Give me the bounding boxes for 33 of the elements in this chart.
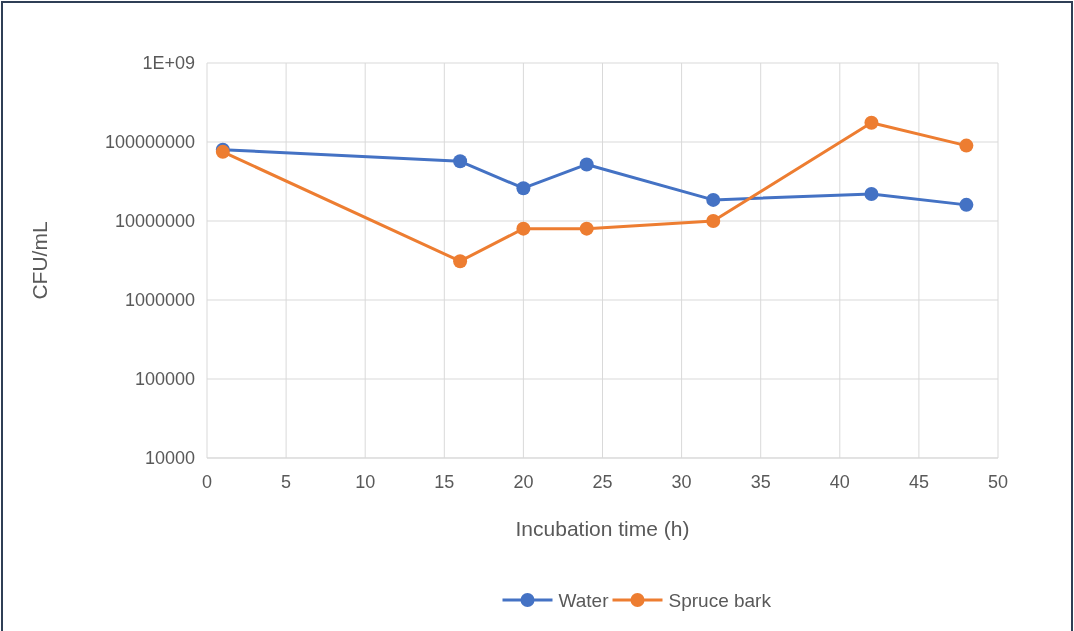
x-tick-label: 35 [750,472,771,492]
x-tick-label: 45 [908,472,929,492]
point [579,221,594,236]
point [959,138,974,153]
point [959,197,974,212]
x-tick-label: 0 [201,472,213,492]
y-tick-label: 10000000 [114,211,195,232]
x-tick-label: 25 [592,472,613,492]
y-tick-label: 100000 [134,369,195,390]
x-tick-label: 50 [987,472,1009,492]
point [864,115,879,130]
point [516,181,531,196]
point [453,154,468,169]
y-tick-label: 10000 [144,448,195,469]
x-tick-label: 10 [355,472,376,492]
point [706,214,721,228]
y-axis-title: CFU/mL [28,221,51,300]
y-tick-label: 1E+09 [142,53,195,74]
y-tick-label: 100000000 [104,132,195,153]
x-tick-label: 40 [829,472,850,492]
x-tick-label: 30 [671,472,692,492]
x-tick-label: 15 [434,472,455,492]
legend-label: Water [558,589,610,611]
legend-label: Spruce bark [668,589,772,611]
point [516,221,531,236]
x-tick-label: 20 [513,472,534,492]
point [706,192,721,207]
point [453,254,468,269]
point [579,157,594,172]
y-tick-label: 1000000 [124,290,195,311]
x-axis-title: Incubation time (h) [515,517,690,540]
x-tick-label: 5 [281,472,292,492]
point [864,186,879,201]
